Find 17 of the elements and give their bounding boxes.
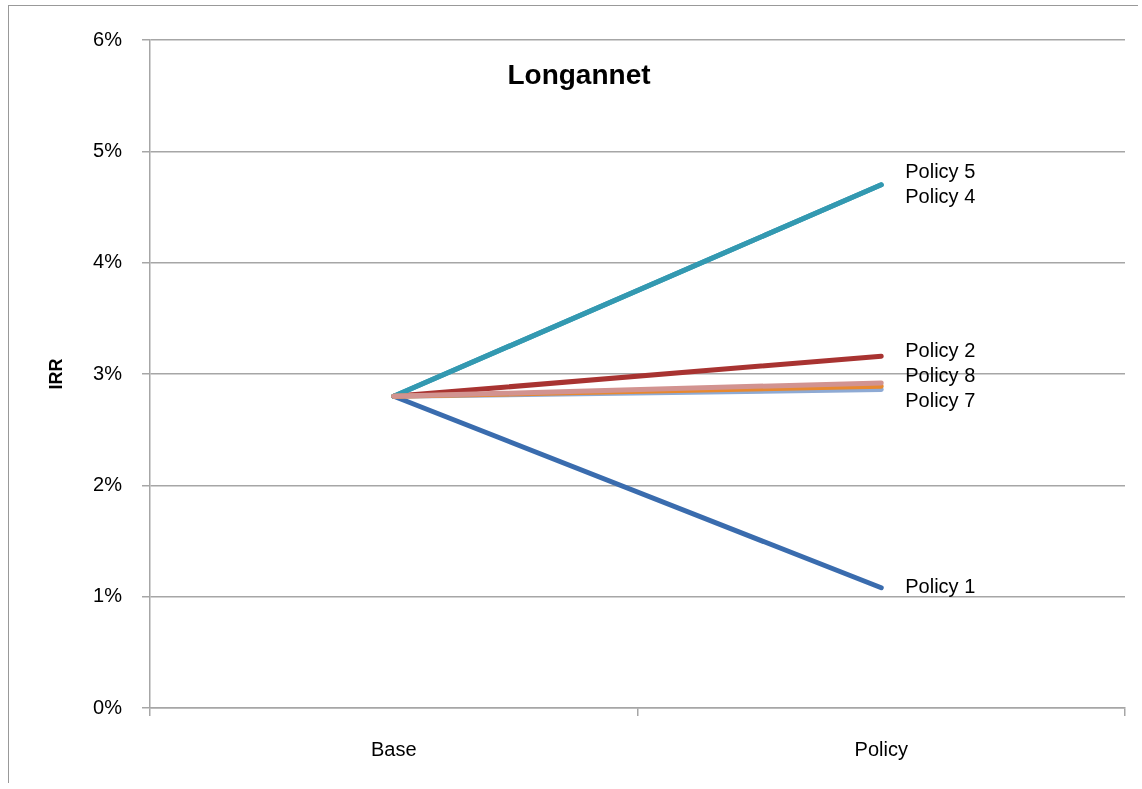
x-tick-label: Base: [370, 737, 417, 760]
series-label: Policy 5: [905, 159, 976, 182]
y-tick-label: 3%: [93, 361, 123, 384]
y-tick-label: 0%: [93, 695, 123, 718]
text: Longannet: [507, 58, 651, 90]
series-label: Policy 4: [905, 184, 976, 207]
y-tick-label: 6%: [93, 27, 123, 50]
series-label: Policy 8: [905, 363, 976, 386]
x-tick-label: Policy: [854, 737, 908, 760]
series-label: Policy 2: [905, 338, 976, 361]
y-axis-title: IRR: [45, 358, 66, 390]
y-tick-label: 2%: [93, 472, 123, 495]
series-label: Policy 7: [905, 388, 976, 411]
series-label: Policy 1: [905, 575, 976, 598]
y-tick-label: 5%: [93, 138, 123, 161]
y-tick-label: 4%: [93, 250, 123, 273]
y-tick-label: 1%: [93, 584, 123, 607]
